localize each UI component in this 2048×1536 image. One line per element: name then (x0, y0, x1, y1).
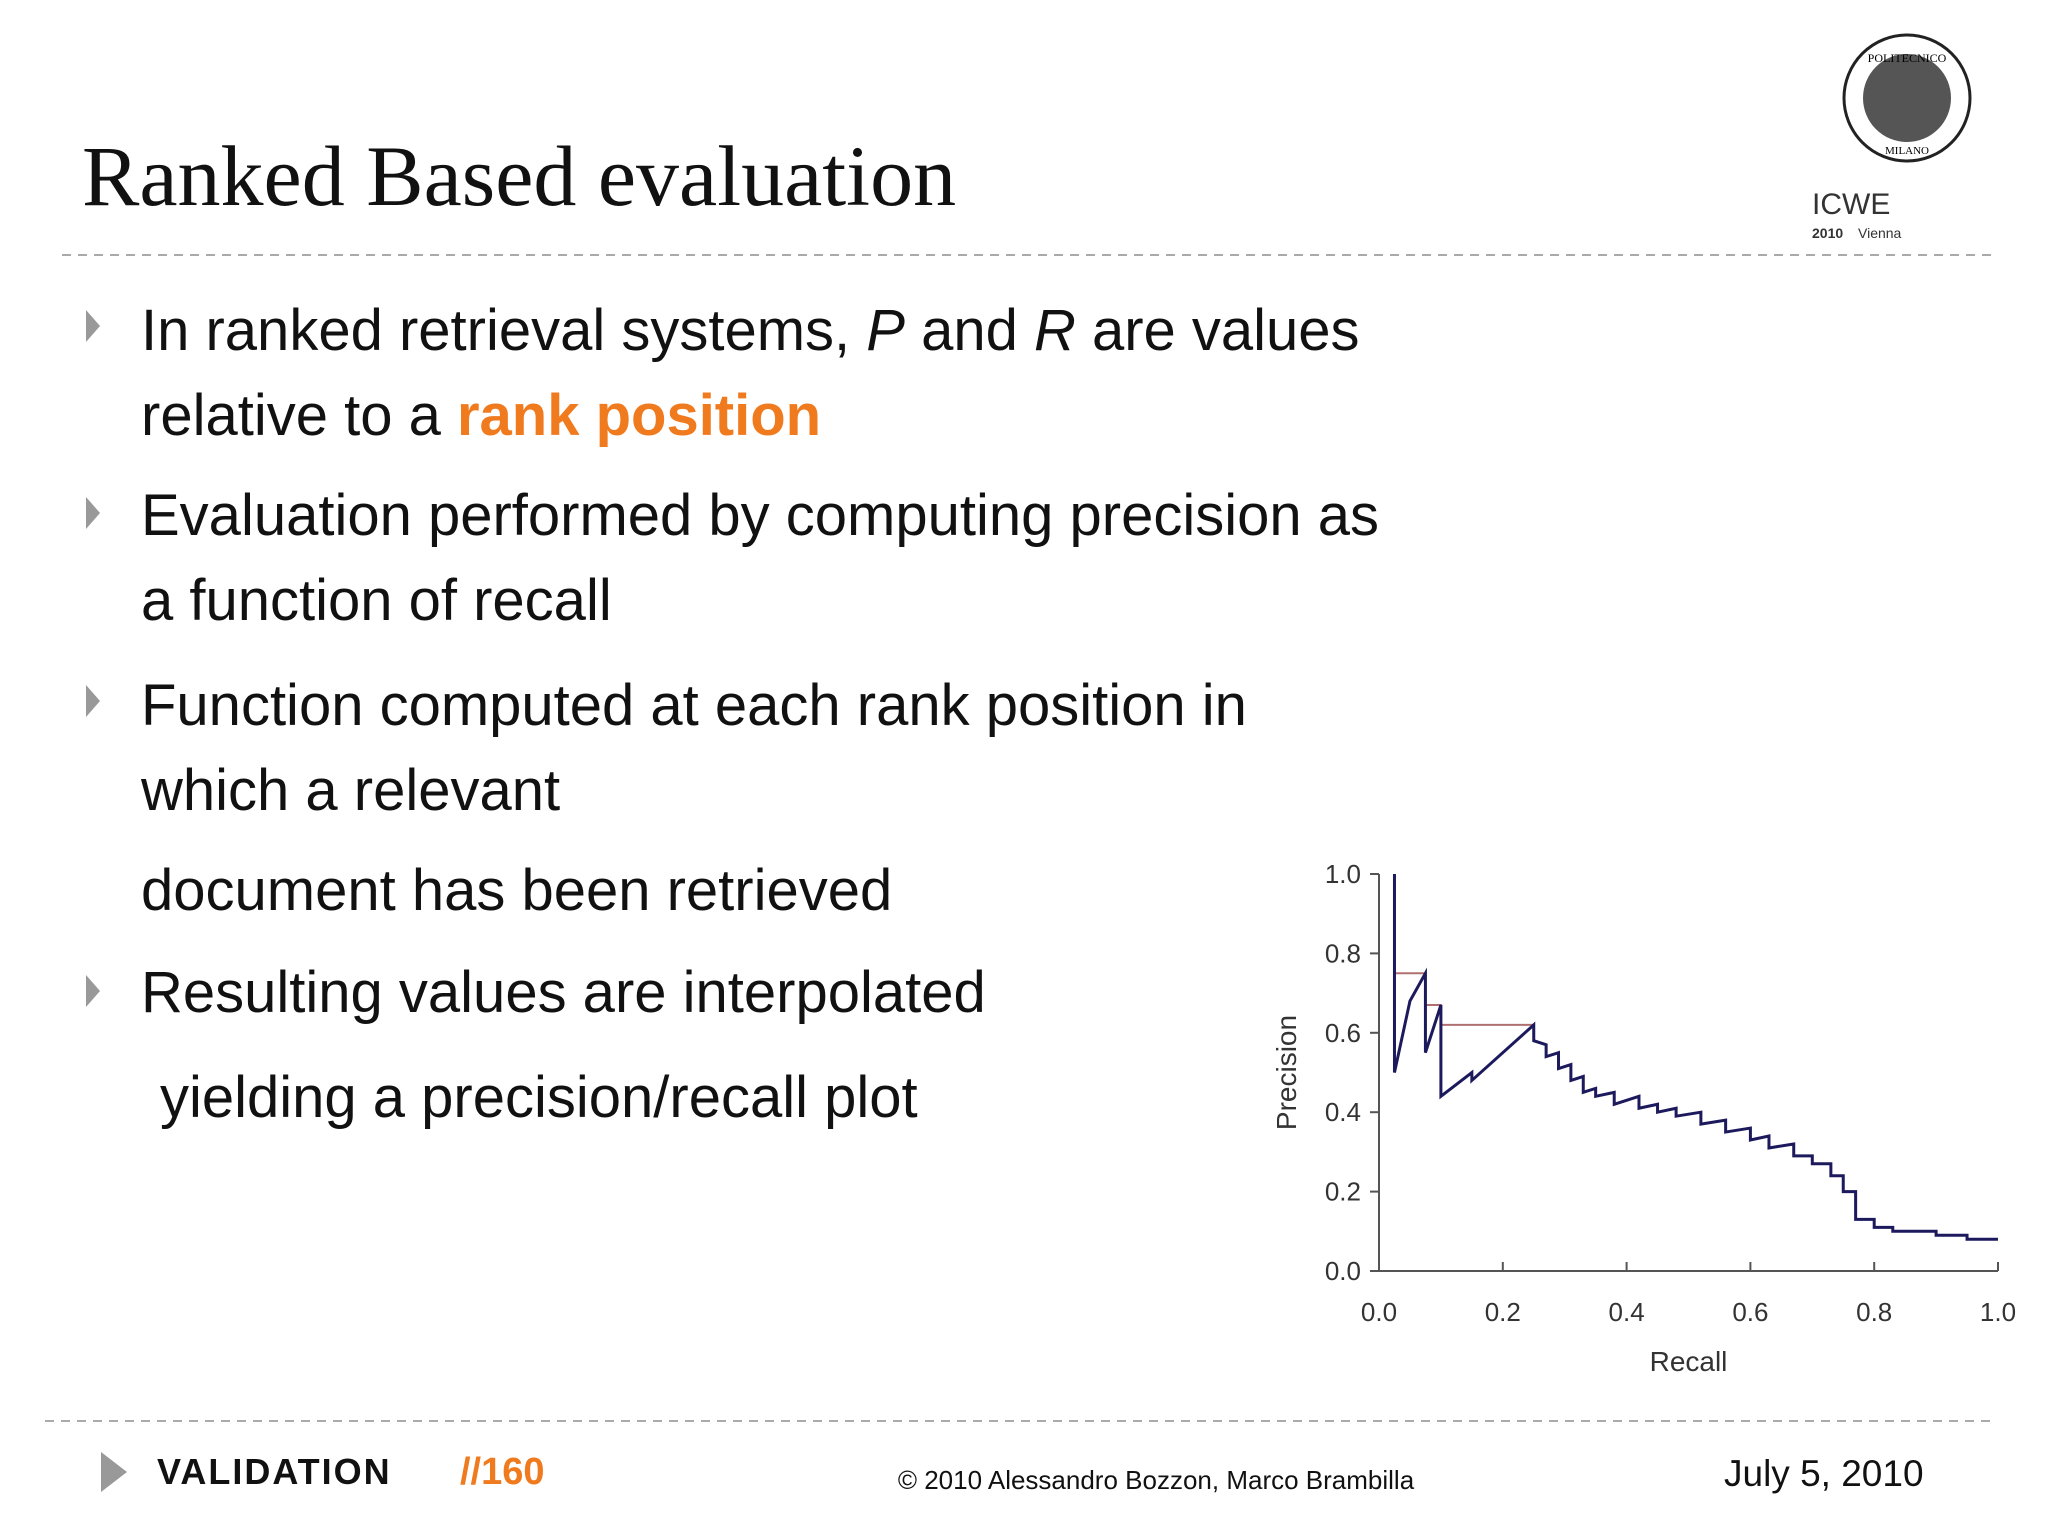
y-tick-label: 0.4 (1325, 1097, 1361, 1127)
y-tick-label: 0.8 (1325, 938, 1361, 968)
logo-seal (1842, 33, 1972, 163)
footer-page: //160 (460, 1451, 545, 1493)
pr-line (1392, 874, 1998, 1241)
bullet-text: a function of recall (141, 568, 612, 633)
bullet-text: In ranked retrieval systems, P and R are… (141, 298, 1360, 363)
logo-emblem (1863, 54, 1951, 142)
y-tick-label: 0.6 (1325, 1018, 1361, 1048)
bullet-text: Evaluation performed by computing precis… (141, 483, 1379, 548)
logo-city: Vienna (1858, 225, 1902, 241)
x-tick-label: 0.6 (1732, 1297, 1768, 1327)
footer-date: July 5, 2010 (1724, 1453, 1924, 1494)
y-axis-label: Precision (1271, 1015, 1302, 1130)
bullet (86, 685, 100, 717)
logo-text: MILANO (1885, 145, 1929, 157)
footer-section: VALIDATION (157, 1451, 392, 1492)
bullet-text: which a relevant (140, 758, 560, 823)
pr-chart: 0.0 0.2 0.4 0.6 0.8 1.0 0.0 0.2 0.4 0.6 0.8 1.0 Reca… (1271, 859, 2016, 1377)
pr-line (1393, 874, 1534, 1026)
y-tick-label: 1.0 (1325, 859, 1361, 889)
logo-year: 2010 (1812, 225, 1843, 241)
bullet-text: document has been retrieved (141, 858, 892, 923)
x-tick-label: 0.4 (1609, 1297, 1645, 1327)
bullet-icons (86, 310, 100, 1007)
y-tick-label: 0.2 (1325, 1177, 1361, 1207)
bullet-text: Resulting values are interpolated (141, 960, 986, 1025)
x-tick-label: 0.2 (1485, 1297, 1521, 1327)
logo-event: ICWE (1812, 188, 1890, 221)
x-tick-label: 1.0 (1980, 1297, 2016, 1327)
bullet (86, 975, 100, 1007)
x-tick-label: 0.0 (1361, 1297, 1397, 1327)
x-axis-label: Recall (1650, 1346, 1728, 1377)
slide-title: Ranked Based evaluation (82, 128, 956, 224)
bullet (86, 310, 100, 342)
logo: POLITECNICO MILANO ICWE 2010 Vienna (1812, 33, 1972, 241)
logo-text: POLITECNICO (1868, 51, 1947, 65)
x-tick-label: 0.8 (1856, 1297, 1892, 1327)
bullet (86, 497, 100, 529)
bullet-text: relative to a rank position (141, 383, 821, 448)
bullet-text: Function computed at each rank position … (141, 673, 1247, 738)
footer-copyright: © 2010 Alessandro Bozzon, Marco Brambill… (898, 1465, 1415, 1495)
footer-icon (101, 1452, 127, 1492)
bullet-text: yielding a precision/recall plot (160, 1065, 918, 1130)
y-tick-label: 0.0 (1325, 1256, 1361, 1286)
